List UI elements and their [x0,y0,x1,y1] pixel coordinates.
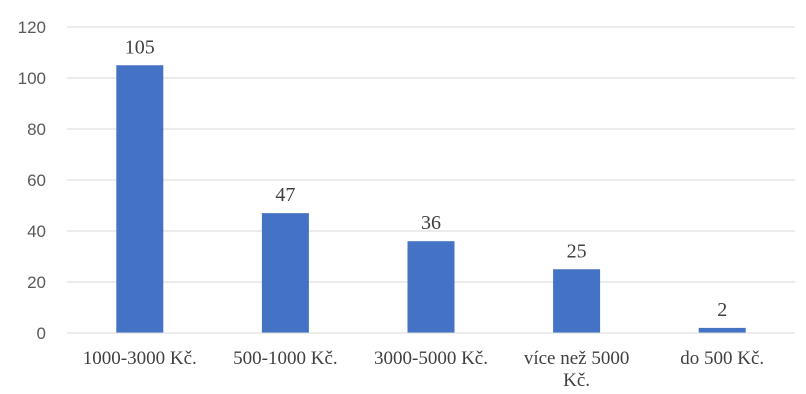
bar [553,269,601,333]
data-labels: 105 47 36 25 2 [125,36,727,321]
y-tick-label: 40 [27,222,46,241]
y-tick-label: 80 [27,120,46,139]
y-tick-label: 0 [37,324,46,343]
gridlines [67,26,795,283]
data-label: 2 [717,299,727,321]
bar [407,241,455,333]
bars [116,65,746,333]
y-tick-label: 60 [27,171,46,190]
data-label: 47 [275,184,295,206]
x-tick-label: 3000-5000 Kč. [374,348,488,369]
data-label: 25 [567,240,587,262]
x-tick-label: 1000-3000 Kč. [83,348,197,369]
x-tick-label: 500-1000 Kč. [233,348,337,369]
y-tick-label: 120 [18,18,46,37]
bar [116,65,164,333]
x-axis: 1000-3000 Kč. 500-1000 Kč. 3000-5000 Kč. ví… [67,332,795,391]
x-tick-label: do 500 Kč. [680,348,764,369]
bar [261,213,309,333]
data-label: 105 [125,36,155,58]
data-label: 36 [421,212,441,234]
bar [698,327,746,333]
y-axis: 0 20 40 60 80 100 120 [18,18,46,343]
y-tick-label: 20 [27,273,46,292]
x-tick-label: více než 5000 Kč. [524,348,630,391]
y-tick-label: 100 [18,69,46,88]
